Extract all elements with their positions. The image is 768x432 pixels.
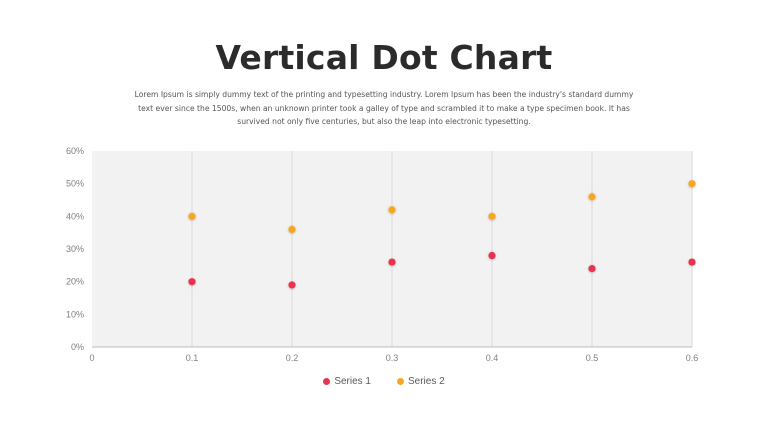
x-tick-label: 0.1 (186, 353, 199, 363)
series-1-point (388, 258, 396, 266)
series-1-point (588, 265, 596, 273)
x-tick-label: 0.5 (586, 353, 599, 363)
series-2-point (588, 193, 596, 201)
page-description: Lorem Ipsum is simply dummy text of the … (134, 90, 634, 126)
legend-item-series-2[interactable]: Series 2 (397, 376, 445, 387)
y-tick-label: 20% (66, 277, 84, 287)
y-tick-label: 40% (66, 211, 84, 221)
legend-marker-series-1 (323, 378, 331, 385)
y-tick-label: 0% (71, 342, 84, 352)
legend-label-series-1: Series 1 (334, 376, 371, 387)
series-2-point (488, 212, 496, 220)
series-2-point (188, 212, 196, 220)
x-tick-label: 0.3 (386, 353, 399, 363)
y-tick-label: 30% (66, 244, 84, 254)
series-1-point (688, 258, 696, 266)
series-1-point (288, 281, 296, 289)
legend-label-series-2: Series 2 (408, 376, 445, 387)
y-tick-label: 60% (66, 146, 84, 156)
y-tick-label: 10% (66, 309, 84, 319)
page-title: Vertical Dot Chart (215, 38, 553, 77)
x-tick-label: 0 (89, 353, 94, 363)
legend-marker-series-2 (397, 378, 404, 385)
series-2-point (288, 225, 296, 233)
y-tick-label: 50% (66, 179, 84, 189)
series-1-point (188, 278, 196, 286)
chart-legend: Series 1 Series 2 (0, 376, 768, 387)
x-tick-label: 0.4 (486, 353, 499, 363)
legend-item-series-1[interactable]: Series 1 (323, 376, 371, 387)
series-2-point (688, 180, 696, 188)
x-tick-label: 0.6 (686, 353, 699, 363)
x-tick-label: 0.2 (286, 353, 299, 363)
series-1-point (488, 251, 496, 260)
series-2-point (388, 206, 396, 214)
